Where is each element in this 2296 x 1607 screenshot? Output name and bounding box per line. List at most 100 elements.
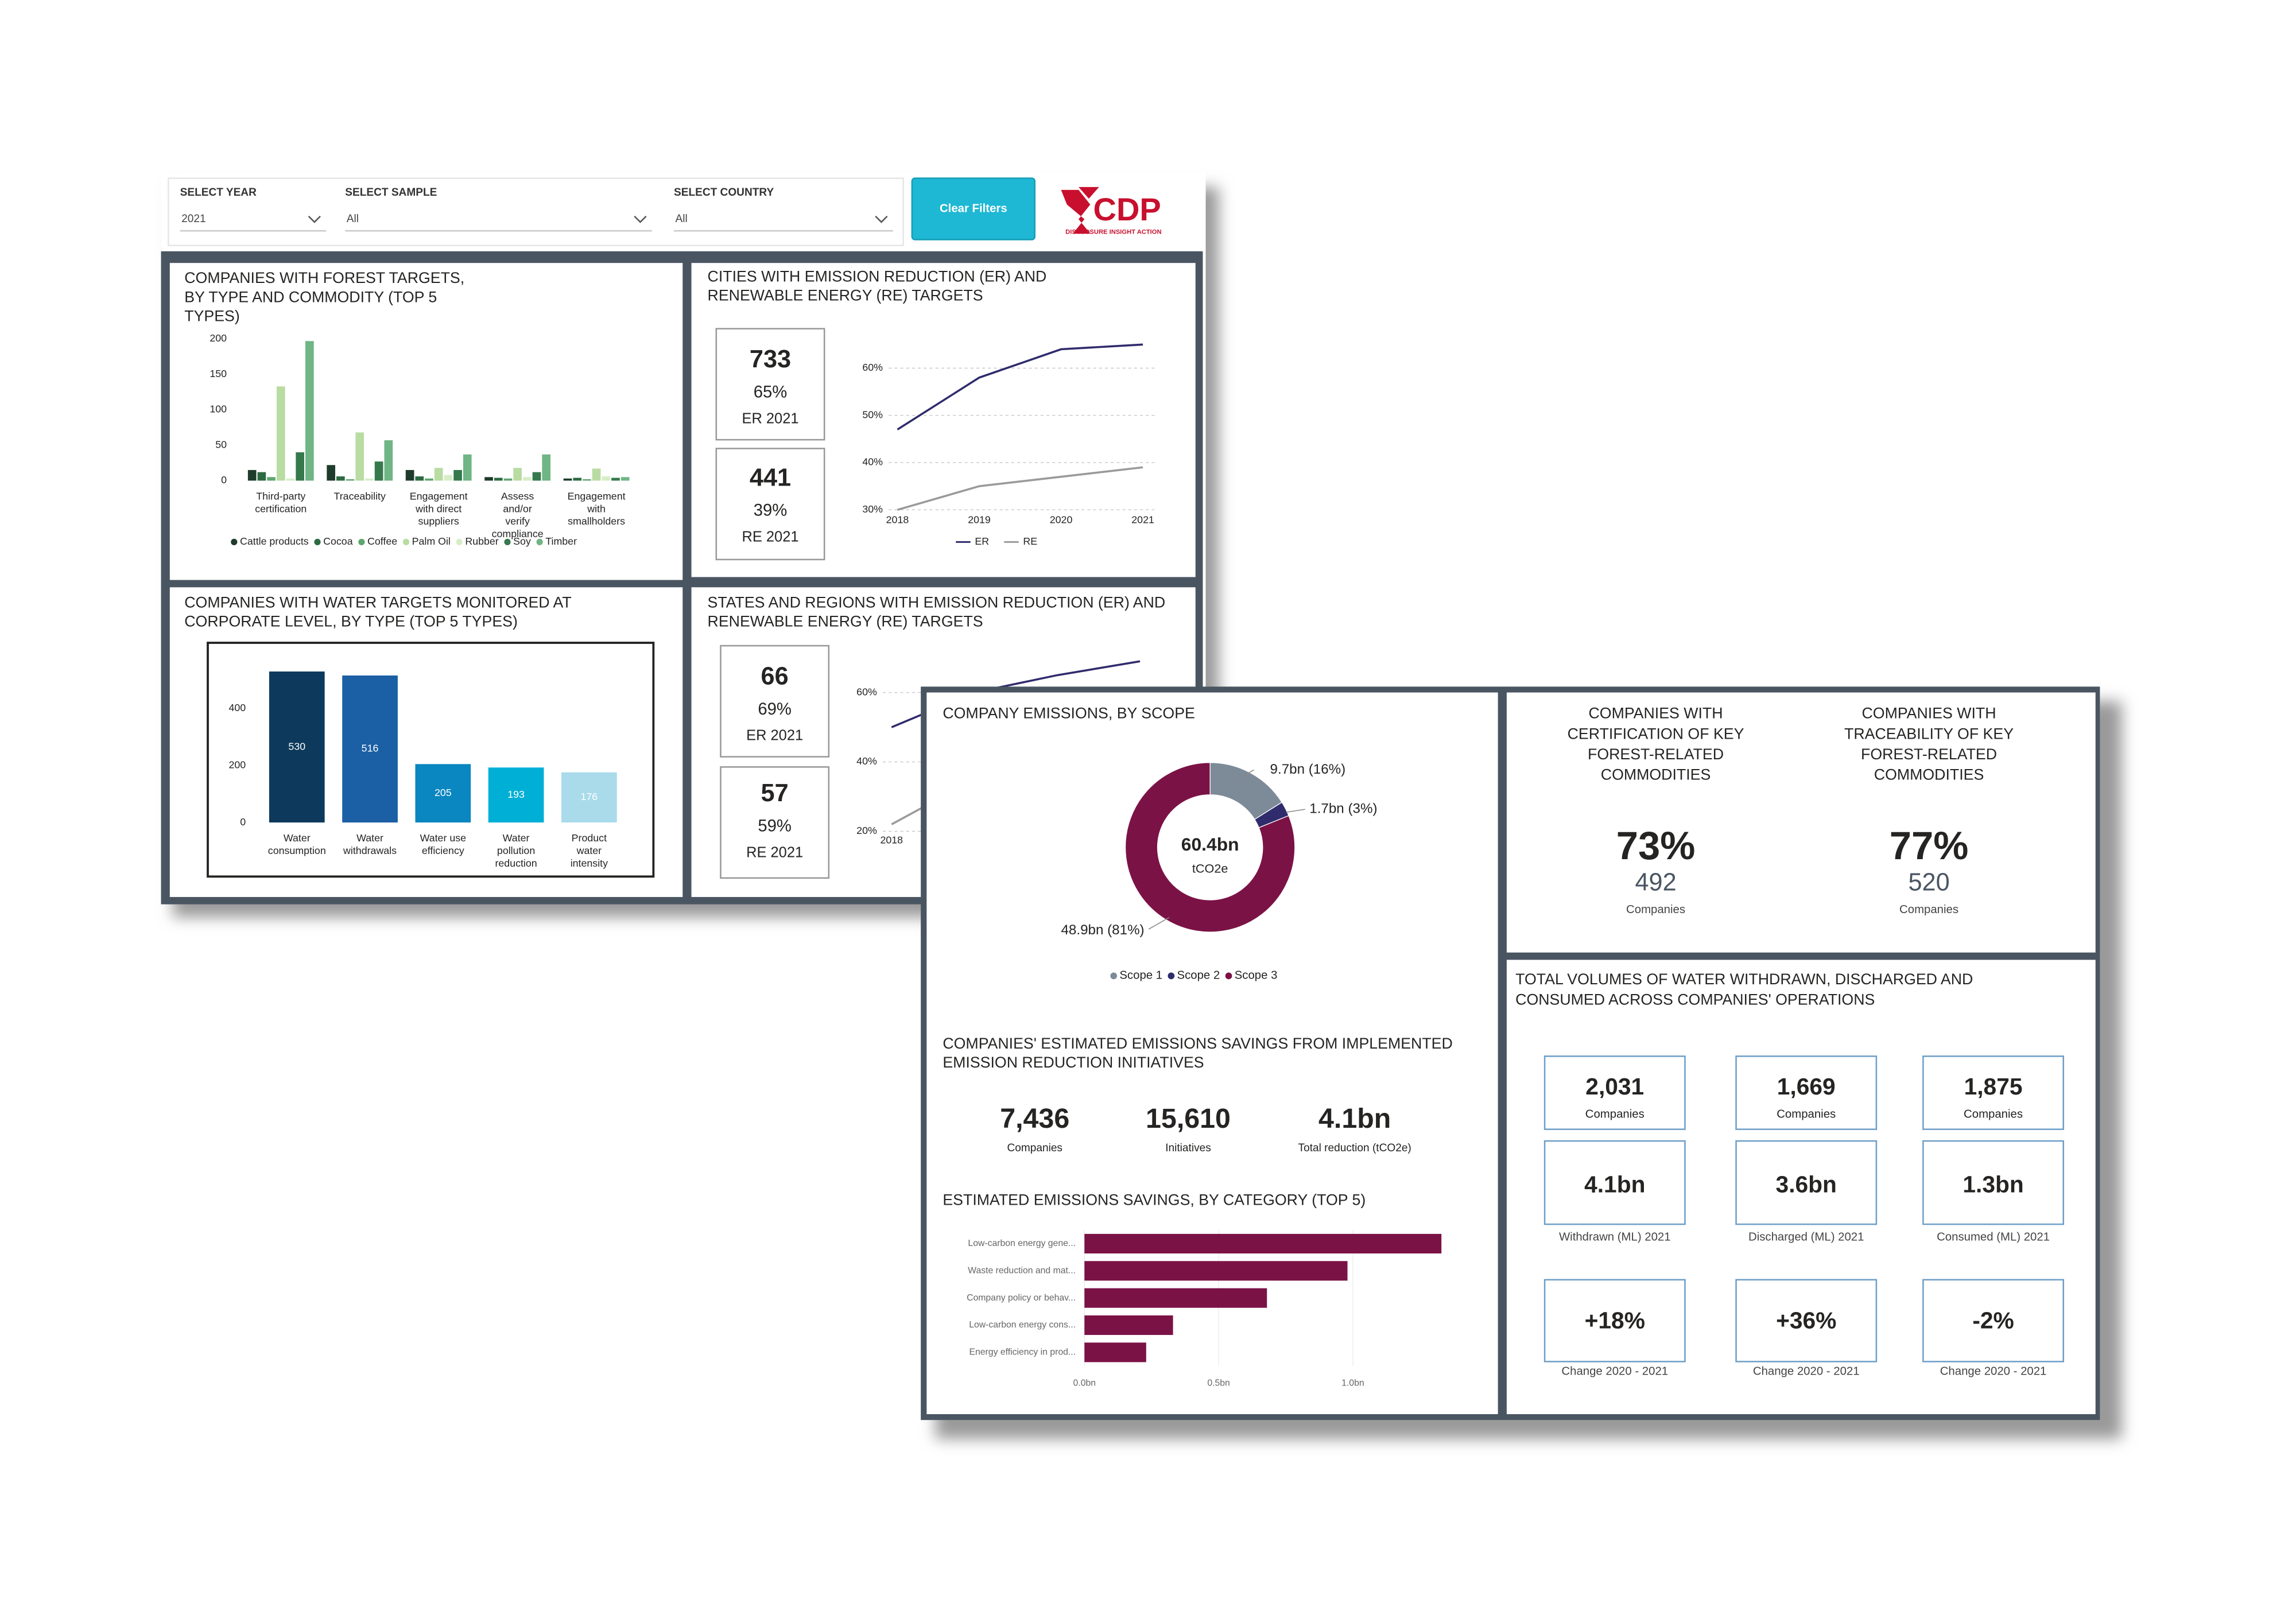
bar — [542, 454, 551, 481]
kpi-value: 15,610 — [1146, 1103, 1231, 1134]
chart-title: CITIES WITH EMISSION REDUCTION (ER) AND R… — [708, 268, 1047, 304]
kpi-box — [720, 645, 830, 758]
kpi-box — [1922, 1055, 2064, 1130]
legend-marker — [1168, 972, 1175, 980]
chart-title: ESTIMATED EMISSIONS SAVINGS, BY CATEGORY… — [943, 1191, 1366, 1208]
legend-label: Scope 3 — [1235, 969, 1278, 982]
kpi-label: Companies — [1585, 1108, 1645, 1121]
filter-dropdown[interactable]: SELECT YEAR 2021 — [180, 187, 327, 232]
chart-title: COMPANIES WITH FOREST TARGETS, BY TYPE AN… — [184, 269, 464, 324]
data-label: 9.7bn (16%) — [1270, 762, 1346, 777]
x-tick-label: Water use efficiency — [420, 832, 467, 856]
legend-label: Cattle products — [240, 535, 309, 547]
chevron — [634, 215, 647, 223]
bar — [247, 469, 257, 481]
filter-value[interactable]: All — [347, 213, 359, 225]
filter-dropdown[interactable]: SELECT SAMPLE All — [345, 187, 652, 232]
bar — [415, 764, 471, 823]
bar — [257, 472, 266, 481]
kpi-value: 2,031 — [1585, 1073, 1644, 1100]
filter-label: SELECT COUNTRY — [674, 187, 774, 199]
filter-value[interactable]: 2021 — [181, 213, 205, 225]
x-tick-label: 2018 — [886, 514, 909, 525]
kpi-percent: 69% — [758, 700, 792, 719]
legend-marker — [1110, 972, 1118, 980]
data-label: 1.7bn (3%) — [1309, 801, 1377, 817]
bar — [405, 469, 414, 481]
logo-name: CDP — [1093, 191, 1161, 227]
y-tick-label: 50% — [862, 409, 883, 420]
kpi-label: Change 2020 - 2021 — [1940, 1365, 2047, 1378]
bar — [513, 468, 522, 481]
kpi-percent: 59% — [758, 817, 792, 835]
center-label: 60.4bn — [1181, 834, 1239, 855]
bar — [384, 440, 393, 481]
filter-dropdown[interactable]: SELECT COUNTRY All — [674, 187, 893, 232]
kpi-title: COMPANIES WITH CERTIFICATION OF KEY FOREST… — [1568, 705, 1744, 783]
legend-label: Timber — [545, 535, 577, 547]
logo-tagline: DISCLOSURE INSIGHT ACTION — [1065, 229, 1161, 236]
kpi-percent: 65% — [754, 383, 788, 401]
y-tick-label: 400 — [228, 702, 246, 713]
legend-marker — [504, 538, 511, 545]
x-tick-label: 0.0bn — [1073, 1379, 1096, 1388]
bar — [365, 478, 374, 481]
logo-mark — [1079, 187, 1099, 199]
bar — [1084, 1261, 1348, 1281]
y-tick-label: 0 — [240, 816, 246, 828]
y-tick-label: Low-carbon energy cons... — [969, 1320, 1076, 1330]
bar — [453, 469, 462, 481]
bar — [488, 767, 544, 823]
chevron — [875, 215, 888, 223]
forest-panel — [169, 263, 683, 580]
bar — [374, 461, 383, 481]
kpi-box — [1543, 1055, 1686, 1130]
bar — [425, 478, 433, 481]
legend-label: Scope 1 — [1119, 969, 1162, 982]
y-tick-label: 0 — [221, 474, 227, 486]
kpi-percent: 77% — [1890, 824, 1969, 868]
bar — [286, 478, 295, 481]
kpi-label: Change 2020 - 2021 — [1561, 1365, 1668, 1378]
x-tick-label: Engagement with smallholders — [568, 490, 626, 527]
kpi-label: Companies — [1964, 1108, 2023, 1121]
forest-kpi-panel — [1506, 692, 2096, 953]
clear-filters-button[interactable]: Clear Filters — [911, 177, 1035, 240]
series-line — [897, 343, 1143, 430]
kpi-value: -2% — [1972, 1307, 2014, 1333]
x-tick-label: Traceability — [334, 490, 386, 502]
button-label[interactable]: Clear Filters — [940, 202, 1007, 215]
back-dashboard: Clear Filters CDP DISCLOSURE INSIGHT ACT… — [161, 172, 1219, 918]
kpi-title: COMPANIES WITH TRACEABILITY OF KEY FOREST-… — [1844, 705, 2014, 783]
data-label: 48.9bn (81%) — [1061, 922, 1144, 938]
kpi-value: 7,436 — [1000, 1103, 1069, 1134]
kpi-box — [715, 328, 825, 441]
kpi-box — [1543, 1279, 1686, 1363]
x-tick-label: Engagement with direct suppliers — [410, 490, 468, 527]
kpi-box — [1922, 1279, 2064, 1363]
y-tick-label: Low-carbon energy gene... — [968, 1239, 1076, 1248]
kpi-value: 4.1bn — [1318, 1103, 1391, 1134]
kpi-label: ER 2021 — [746, 728, 803, 744]
kpi-label: Initiatives — [1165, 1142, 1211, 1154]
kpi-box — [1735, 1140, 1878, 1225]
leader-line — [1286, 809, 1305, 813]
legend-label: Scope 2 — [1177, 969, 1220, 982]
y-tick-label: 40% — [862, 456, 883, 468]
kpi-count: 520 — [1908, 868, 1949, 896]
x-tick-label: Water withdrawals — [343, 832, 397, 856]
center-unit: tCO2e — [1192, 861, 1228, 875]
bar — [346, 479, 355, 481]
filter-label: SELECT YEAR — [180, 187, 257, 199]
bar — [305, 341, 314, 481]
data-label: 176 — [581, 791, 598, 802]
filter-value[interactable]: All — [676, 213, 688, 225]
legend-marker — [536, 538, 543, 545]
data-label: 530 — [288, 740, 305, 752]
x-tick-label: Product water intensity — [571, 832, 608, 869]
button-background[interactable] — [911, 177, 1035, 240]
bar — [269, 671, 325, 823]
bar — [602, 476, 611, 481]
x-tick-label: Assess and/or verify compliance — [492, 490, 544, 539]
x-tick-label: 0.5bn — [1207, 1379, 1230, 1388]
